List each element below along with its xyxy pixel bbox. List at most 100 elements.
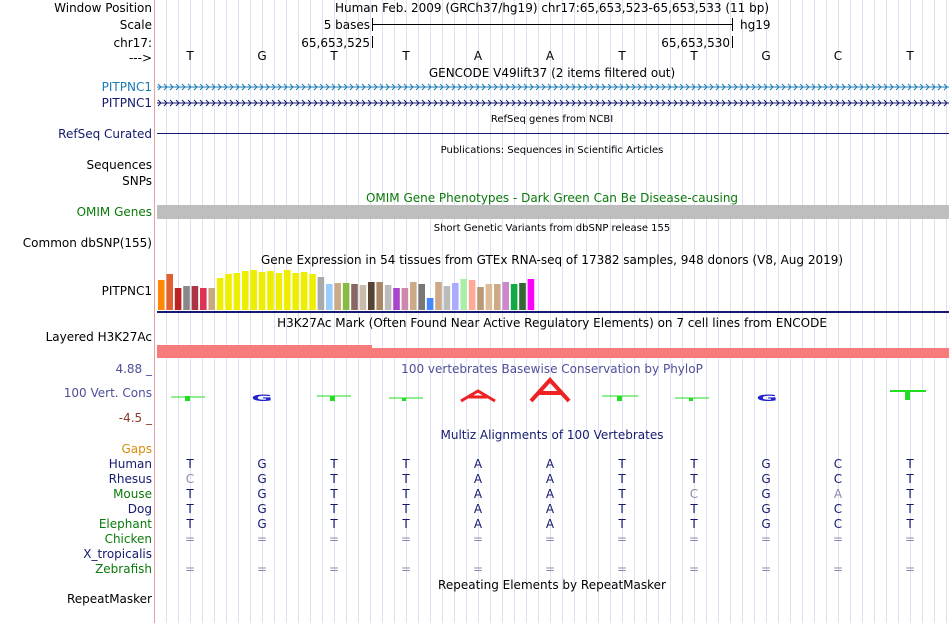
svg-text:G: G [251, 393, 272, 404]
alignment-base: = [400, 532, 412, 546]
label-column-border [154, 0, 155, 623]
gtex-tissue-bar[interactable] [494, 284, 501, 310]
gtex-tissue-bar[interactable] [200, 288, 207, 310]
h3k27ac-signal-right[interactable] [372, 348, 949, 358]
refseq-track-label[interactable]: RefSeq Curated [58, 127, 152, 141]
phylop-letter-t-1 [171, 396, 205, 401]
gtex-tissue-bar[interactable] [502, 282, 509, 310]
gtex-tissue-bar[interactable] [393, 288, 400, 310]
alignment-base: A [473, 457, 483, 471]
alignment-base: G [761, 472, 771, 486]
refseq-feature-line[interactable] [157, 133, 949, 134]
gtex-tissue-bar[interactable] [510, 284, 518, 310]
alignment-base: A [545, 517, 555, 531]
gtex-tissue-bar[interactable] [485, 284, 493, 310]
species-label-mouse[interactable]: Mouse [113, 487, 152, 501]
omim-feature-bar[interactable] [157, 205, 949, 219]
gtex-tissue-bar[interactable] [443, 286, 451, 310]
gtex-tissue-bar[interactable] [401, 288, 409, 310]
snps-track-label[interactable]: SNPs [122, 174, 152, 188]
gtex-tissue-bar[interactable] [216, 278, 224, 310]
gaps-label[interactable]: Gaps [121, 442, 152, 456]
gtex-tissue-bar[interactable] [359, 285, 367, 310]
gtex-tissue-bar[interactable] [275, 273, 283, 310]
gtex-track-label[interactable]: PITPNC1 [101, 284, 152, 298]
phylop-letter-a-6 [529, 377, 571, 403]
gtex-tissue-bar[interactable] [292, 273, 299, 310]
sequence-base: T [690, 49, 698, 63]
repeatmasker-track-label[interactable]: RepeatMasker [66, 592, 152, 606]
gtex-tissue-bar[interactable] [342, 283, 350, 310]
gtex-tissue-bar[interactable] [452, 283, 459, 310]
gtex-tissue-bar[interactable] [477, 287, 484, 310]
gtex-tissue-bar[interactable] [460, 279, 467, 310]
species-label-dog[interactable]: Dog [127, 502, 152, 516]
gencode-item-2-label[interactable]: PITPNC1 [101, 96, 152, 110]
gtex-tissue-bar[interactable] [183, 286, 190, 310]
gtex-tissue-bar[interactable] [368, 282, 375, 310]
gtex-tissue-bar[interactable] [242, 271, 249, 310]
gtex-tissue-bar[interactable] [468, 280, 476, 310]
gtex-tissue-bar[interactable] [258, 272, 266, 310]
gtex-tissue-bar[interactable] [284, 270, 291, 310]
gencode-item-1-feature[interactable] [157, 82, 949, 92]
alignment-base: = [616, 532, 628, 546]
gtex-tissue-bar[interactable] [426, 298, 434, 310]
gtex-tissue-bar[interactable] [208, 288, 215, 310]
h3k27ac-track-label[interactable]: Layered H3K27Ac [45, 330, 152, 344]
alignment-base: = [472, 562, 484, 576]
dbsnp-track-label[interactable]: Common dbSNP(155) [22, 236, 152, 250]
gtex-tissue-bar[interactable] [166, 274, 173, 310]
gtex-tissue-bar[interactable] [309, 274, 316, 310]
species-label-human[interactable]: Human [108, 457, 152, 471]
alignment-base: G [761, 502, 771, 516]
alignment-base: = [544, 532, 556, 546]
species-label-zebrafish[interactable]: Zebrafish [95, 562, 152, 576]
gtex-tissue-bar[interactable] [384, 285, 392, 310]
species-label-rhesus[interactable]: Rhesus [108, 472, 152, 486]
gtex-tissue-bar[interactable] [519, 283, 526, 310]
gtex-tissue-bar[interactable] [334, 283, 341, 310]
gtex-tissue-bar[interactable] [158, 280, 165, 310]
phylop-letter-a-5 [460, 389, 496, 403]
gencode-item-2-feature[interactable] [157, 98, 949, 108]
alignment-base: T [906, 472, 914, 486]
scale-label: Scale [119, 18, 152, 32]
gtex-tissue-bar[interactable] [317, 277, 325, 310]
alignment-base: T [906, 487, 914, 501]
alignment-base: G [257, 517, 267, 531]
gtex-tissue-bar[interactable] [174, 288, 182, 310]
gtex-tissue-bar[interactable] [410, 282, 417, 310]
alignment-base: C [689, 487, 699, 501]
gtex-tissue-bar[interactable] [191, 286, 199, 310]
phylop-letter-g-9: G [756, 393, 777, 404]
gtex-tissue-bar[interactable] [326, 284, 333, 310]
phylop-track-label[interactable]: 100 Vert. Cons [63, 386, 152, 400]
gtex-bar-chart[interactable] [157, 268, 537, 311]
alignment-base: T [906, 502, 914, 516]
sequence-base: G [761, 49, 771, 63]
gtex-tissue-bar[interactable] [435, 282, 442, 310]
gtex-gene-line[interactable] [157, 311, 949, 313]
gtex-tissue-bar[interactable] [418, 284, 425, 310]
gtex-tissue-bar[interactable] [233, 273, 241, 310]
gtex-tissue-bar[interactable] [351, 284, 358, 310]
publications-track-label[interactable]: Sequences [86, 158, 152, 172]
h3k27ac-signal-left[interactable] [157, 345, 372, 358]
species-label-chicken[interactable]: Chicken [104, 532, 152, 546]
alignment-base: T [186, 517, 194, 531]
alignment-base: T [330, 472, 338, 486]
phylop-logo[interactable]: G G [157, 376, 949, 406]
gtex-tissue-bar[interactable] [267, 271, 274, 310]
assembly-label: hg19 [740, 18, 771, 32]
gtex-tissue-bar[interactable] [300, 272, 308, 310]
species-label-elephant[interactable]: Elephant [98, 517, 152, 531]
alignment-base: T [690, 457, 698, 471]
gtex-tissue-bar[interactable] [250, 270, 257, 310]
gencode-item-1-label[interactable]: PITPNC1 [101, 80, 152, 94]
omim-track-label[interactable]: OMIM Genes [76, 205, 152, 219]
species-label-x_tropicalis[interactable]: X_tropicalis [83, 547, 152, 561]
gtex-tissue-bar[interactable] [376, 282, 383, 310]
gtex-tissue-bar[interactable] [527, 279, 535, 310]
gtex-tissue-bar[interactable] [225, 274, 232, 310]
